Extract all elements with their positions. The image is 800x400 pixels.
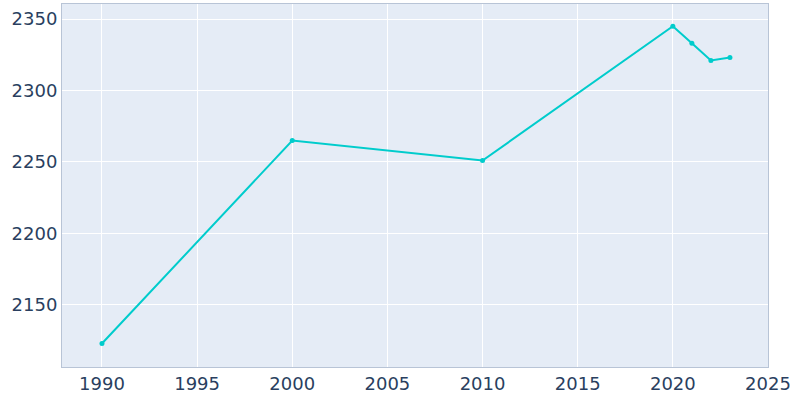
svg-text:2010: 2010 [460,373,506,394]
svg-text:2150: 2150 [12,294,58,315]
svg-text:2005: 2005 [365,373,411,394]
svg-text:2300: 2300 [12,80,58,101]
svg-text:2200: 2200 [12,223,58,244]
svg-text:2350: 2350 [12,8,58,29]
svg-text:2020: 2020 [650,373,696,394]
svg-text:1995: 1995 [174,373,220,394]
svg-text:2015: 2015 [555,373,601,394]
svg-text:1990: 1990 [79,373,125,394]
svg-text:2025: 2025 [745,373,791,394]
svg-text:2250: 2250 [12,151,58,172]
svg-text:2000: 2000 [269,373,315,394]
